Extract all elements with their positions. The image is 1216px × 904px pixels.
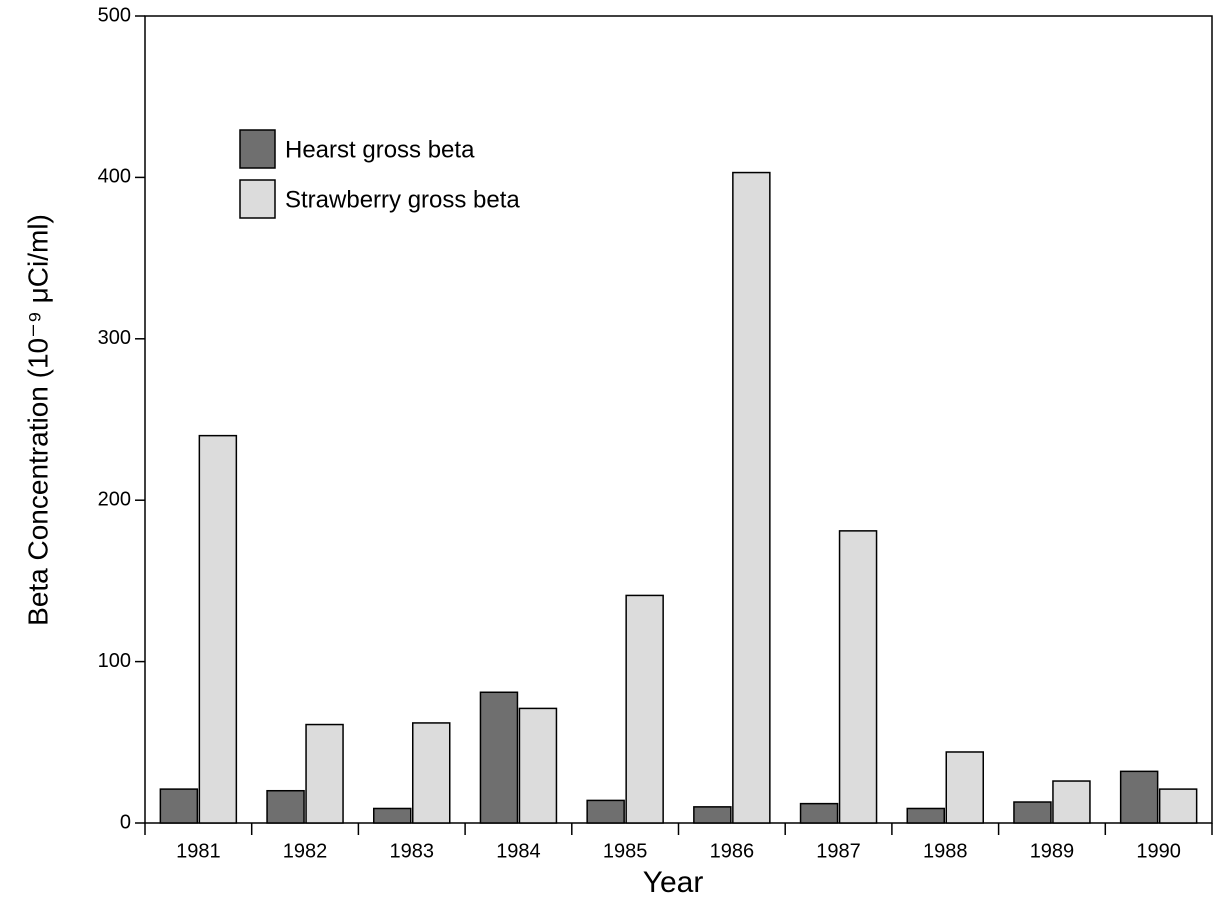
y-axis-label: Beta Concentration (10⁻⁹ μCi/ml) [22,214,53,626]
bar [945,751,984,824]
bar [732,171,771,824]
bar [693,806,732,824]
bar [518,707,558,824]
x-tick-label: 1986 [710,840,755,862]
legend-swatch [239,179,276,219]
bar [1158,788,1198,824]
bar [479,691,519,824]
bar [198,434,238,824]
y-tick-label: 0 [120,811,131,833]
x-tick-label: 1989 [1030,840,1075,862]
x-tick-label: 1985 [603,840,648,862]
bar [1052,780,1091,824]
y-tick-label: 100 [98,650,131,672]
y-tick-label: 300 [98,327,131,349]
bar [586,799,625,824]
x-axis-label: Year [643,866,704,899]
bar [1013,801,1052,824]
legend-swatch [239,129,276,169]
x-tick-label: 1984 [496,840,541,862]
bar [266,789,305,824]
legend-label: Hearst gross beta [285,136,475,163]
x-tick-label: 1990 [1136,840,1181,862]
bar [1119,770,1159,824]
bar [838,530,878,824]
legend-label: Strawberry gross beta [285,186,520,213]
bar [373,807,412,824]
bar [906,807,945,824]
x-tick-label: 1987 [816,840,861,862]
bar [799,802,839,824]
x-tick-label: 1983 [390,840,435,862]
x-tick-label: 1982 [283,840,328,862]
x-tick-label: 1988 [923,840,968,862]
y-tick-label: 400 [98,166,131,188]
y-tick-label: 500 [98,4,131,26]
bar [305,723,344,824]
y-tick-label: 200 [98,488,131,510]
bar [159,788,199,824]
x-tick-label: 1981 [176,840,221,862]
bar [412,722,451,824]
bar [625,594,664,824]
